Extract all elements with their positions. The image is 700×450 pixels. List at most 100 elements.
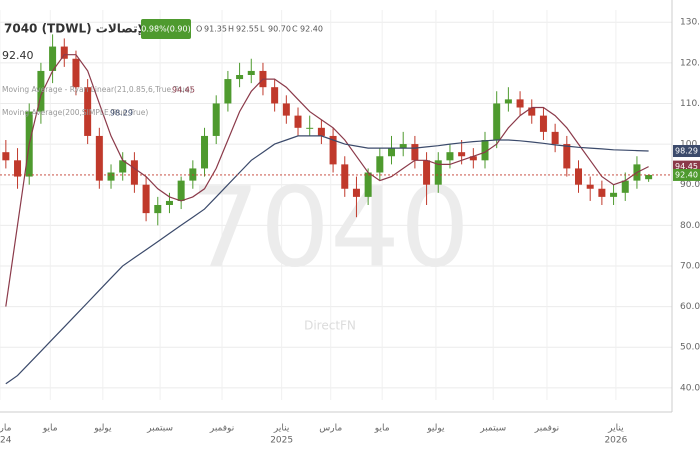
y-tick-label: 70.00: [680, 261, 700, 271]
candle-body: [388, 148, 396, 157]
x-tick-label: مارس: [319, 424, 342, 434]
candle-body: [107, 172, 115, 181]
candle-body: [37, 70, 45, 112]
ohlc-key: C: [292, 25, 298, 34]
candle-body: [84, 87, 92, 136]
last-price: 92.40: [2, 49, 34, 62]
candle-body: [645, 174, 653, 180]
candle-body: [189, 168, 197, 181]
brand-watermark: DirectFN: [304, 319, 356, 333]
x-tick-label: مارس: [0, 424, 12, 434]
x-tick-label: مايو: [374, 424, 390, 434]
candle-body: [317, 127, 325, 136]
candle-body: [364, 172, 372, 197]
candle-body: [236, 75, 244, 80]
header: 7040 (TDWL) قو الإتصالات 0.98%(0.90) 92.…: [2, 19, 323, 118]
y-tick-label: 60.00: [680, 302, 700, 312]
y-tick-label: 130.00: [680, 18, 700, 28]
legend-value: 98.29: [110, 109, 133, 118]
price-tag-label: 98.29: [675, 147, 698, 156]
x-tick-label: مايو: [42, 424, 58, 434]
x-tick-year: 2024: [0, 436, 12, 446]
x-tick-label: نوفمبر: [209, 424, 234, 434]
candle-body: [282, 103, 290, 116]
candle-body: [504, 99, 512, 104]
x-tick-label: يناير: [273, 424, 290, 434]
candle-body: [329, 135, 337, 165]
candle-body: [224, 79, 232, 104]
candle-body: [177, 180, 185, 201]
price-tag: [673, 145, 700, 158]
candle-body: [399, 144, 407, 149]
candle-body: [95, 135, 103, 181]
price-tag-label: 94.45: [675, 162, 698, 171]
x-tick-label: سبتمبر: [146, 424, 173, 434]
candle-body: [423, 160, 431, 185]
candle-body: [493, 103, 501, 140]
legend-name: Moving Average - Ryan Linear(21,0.85,6,T…: [2, 85, 192, 94]
candle-body: [201, 135, 209, 169]
candle-body: [551, 131, 559, 145]
y-tick-label: 90.00: [680, 180, 700, 190]
candle-body: [154, 205, 162, 214]
candle-body: [528, 107, 536, 116]
candle-body: [341, 164, 349, 189]
candle-body: [434, 160, 442, 185]
ohlc-key: H: [228, 25, 234, 34]
candle-body: [60, 46, 68, 59]
y-tick-label: 80.00: [680, 221, 700, 231]
ohlc-key: O: [196, 25, 202, 34]
x-tick-label: يوليو: [426, 424, 445, 434]
candle-body: [411, 144, 419, 161]
plot: [0, 34, 672, 385]
candle-body: [14, 160, 22, 177]
candle-body: [294, 115, 302, 128]
ohlc-value: 90.70: [268, 25, 291, 34]
y-tick-label: 50.00: [680, 343, 700, 353]
ohlc-key: L: [260, 25, 265, 34]
candle-body: [130, 160, 138, 185]
candle-body: [49, 46, 57, 71]
candle-body: [598, 188, 606, 197]
candle-body: [271, 87, 279, 104]
candle-body: [352, 188, 360, 197]
candle-body: [306, 127, 314, 129]
candle-body: [481, 140, 489, 161]
candle-body: [516, 99, 524, 108]
y-tick-label: 110.00: [680, 99, 700, 109]
price-tag: [673, 168, 700, 181]
price-tag-label: 92.40: [675, 170, 698, 179]
legend-name: Moving Average(200,SIMPLE,True,True): [2, 108, 148, 117]
x-tick-label: يوليو: [93, 424, 112, 434]
moving-average-line: [5, 135, 649, 385]
candle-body: [621, 180, 629, 193]
candle-body: [212, 103, 220, 136]
candle-body: [247, 70, 255, 75]
change-text: 0.98%(0.90): [141, 25, 190, 34]
candle-body: [563, 144, 571, 169]
y-tick-label: 120.00: [680, 58, 700, 68]
y-tick-label: 40.00: [680, 383, 700, 393]
candle-body: [539, 115, 547, 132]
legend-value: 94.45: [172, 86, 195, 95]
ohlc-value: 92.55: [236, 25, 259, 34]
x-tick-year: 2025: [270, 436, 293, 446]
x-tick-label: يناير: [607, 424, 624, 434]
x-tick-label: نوفمبر: [534, 424, 559, 434]
candle-body: [142, 184, 150, 214]
candle-body: [72, 58, 80, 88]
moving-average-line: [5, 54, 649, 307]
ohlc-value: 91.35: [204, 25, 227, 34]
x-tick-year: 2026: [604, 436, 627, 446]
ticker-title: 7040 (TDWL) قو الإتصالات: [4, 22, 170, 37]
ohlc-value: 92.40: [300, 25, 323, 34]
grid: [0, 10, 672, 400]
candle-body: [575, 168, 583, 185]
x-tick-label: سبتمبر: [479, 424, 506, 434]
candle-body: [458, 152, 466, 157]
candle-body: [2, 152, 10, 161]
candle-body: [469, 156, 477, 161]
change-badge: [141, 19, 191, 39]
